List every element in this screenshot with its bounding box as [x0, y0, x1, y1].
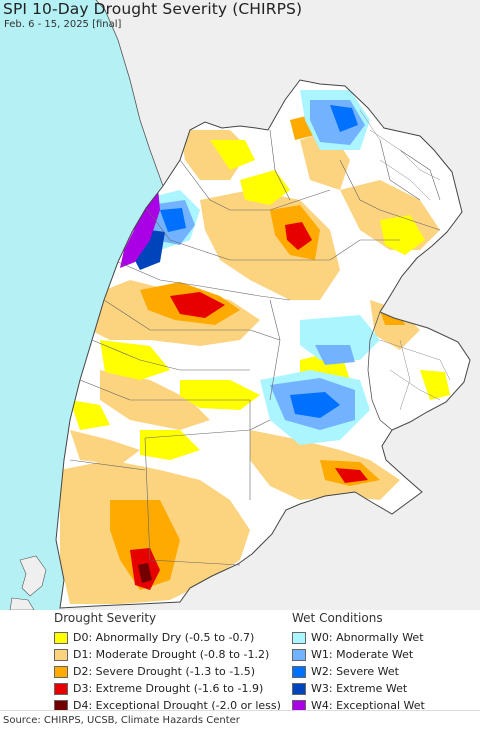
legend-label-w1: W1: Moderate Wet: [311, 648, 414, 661]
legend-swatch-d3: [54, 682, 68, 695]
legend-swatch-w0: [292, 631, 306, 644]
legend-swatch-d1: [54, 648, 68, 661]
legend-item-d3: D3: Extreme Drought (-1.6 to -1.9): [54, 680, 281, 697]
legend-drought-heading: Drought Severity: [54, 611, 157, 625]
paraguay-internal: [359, 109, 441, 201]
legend-swatch-d0: [54, 631, 68, 644]
legend-label-w0: W0: Abnormally Wet: [311, 631, 424, 644]
legend-wet: Wet Conditions W0: Abnormally Wet W1: Mo…: [292, 610, 425, 714]
source-credit: Source: CHIRPS, UCSB, Climate Hazards Ce…: [3, 715, 240, 726]
legend-label-d0: D0: Abnormally Dry (-0.5 to -0.7): [73, 631, 255, 644]
legend-wet-heading: Wet Conditions: [292, 611, 383, 625]
legend-label-d2: D2: Severe Drought (-1.3 to -1.5): [73, 665, 256, 678]
legend-swatch-w2: [292, 665, 306, 678]
legend-item-w3: W3: Extreme Wet: [292, 680, 425, 697]
coast-islands-south: [9, 597, 35, 610]
uruguay-internal: [379, 339, 451, 411]
legend-label-d1: D1: Moderate Drought (-0.8 to -1.2): [73, 648, 270, 661]
legend-drought: Drought Severity D0: Abnormally Dry (-0.…: [54, 610, 281, 714]
chile-coast: [95, 0, 164, 187]
legend-label-d3: D3: Extreme Drought (-1.6 to -1.9): [73, 682, 264, 695]
legend-item-w2: W2: Severe Wet: [292, 663, 425, 680]
coast-islands: [19, 555, 47, 597]
legend-item-w0: W0: Abnormally Wet: [292, 629, 425, 646]
legend-item-d0: D0: Abnormally Dry (-0.5 to -0.7): [54, 629, 281, 646]
province-borders: [69, 129, 441, 566]
map-subtitle: Feb. 6 - 15, 2025 [final]: [4, 19, 122, 30]
legend-item-d1: D1: Moderate Drought (-0.8 to -1.2): [54, 646, 281, 663]
spi-patches: [60, 90, 450, 604]
footer: Source: CHIRPS, UCSB, Climate Hazards Ce…: [0, 710, 480, 730]
drought-map: [0, 0, 480, 610]
legend-label-w2: W2: Severe Wet: [311, 665, 399, 678]
legend-label-w3: W3: Extreme Wet: [311, 682, 408, 695]
uruguay-outline: [367, 311, 471, 431]
legend-swatch-w3: [292, 682, 306, 695]
legend-label-w4: W4: Exceptional Wet: [311, 699, 425, 712]
legend-item-w1: W1: Moderate Wet: [292, 646, 425, 663]
map-title: SPI 10-Day Drought Severity (CHIRPS): [3, 0, 303, 18]
legend: Drought Severity D0: Abnormally Dry (-0.…: [0, 610, 480, 712]
legend-swatch-w1: [292, 648, 306, 661]
legend-swatch-d2: [54, 665, 68, 678]
legend-label-d4: D4: Exceptional Drought (-2.0 or less): [73, 699, 281, 712]
legend-item-d2: D2: Severe Drought (-1.3 to -1.5): [54, 663, 281, 680]
